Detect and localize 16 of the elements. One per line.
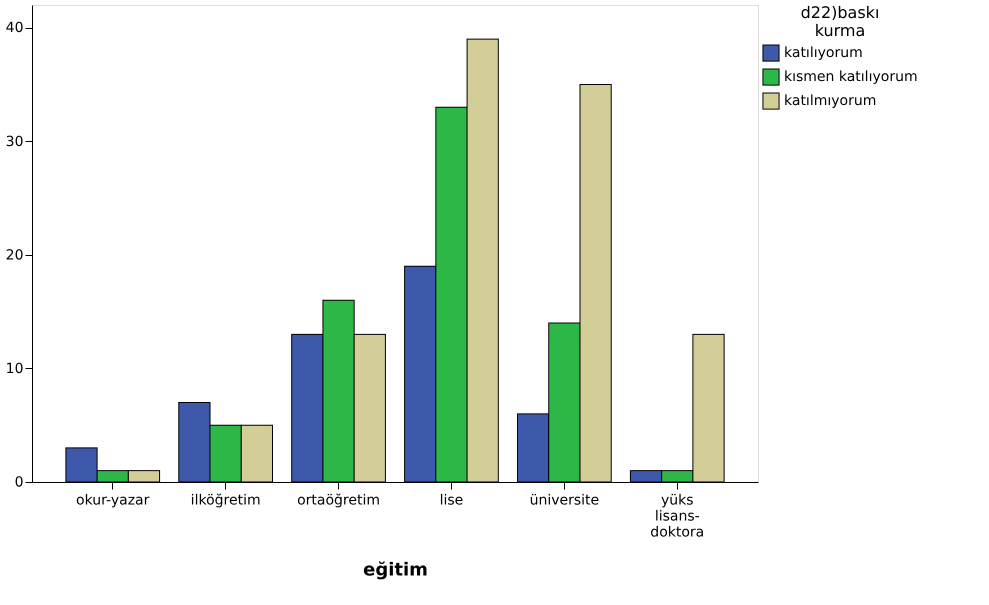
y-tick-label: 0 bbox=[14, 474, 24, 490]
x-tick-label: ilköğretim bbox=[190, 492, 261, 508]
x-tick-label: ortaöğretim bbox=[297, 492, 380, 508]
legend-label: katılmıyorum bbox=[784, 93, 876, 109]
x-axis-title: eğitim bbox=[363, 560, 428, 580]
x-tick-label: üniversite bbox=[530, 492, 600, 508]
legend-label: katılıyorum bbox=[784, 45, 863, 61]
legend-label: kısmen katılıyorum bbox=[784, 69, 918, 85]
y-tick-label: 30 bbox=[6, 134, 24, 150]
legend-title: d22)baskı kurma bbox=[800, 3, 880, 40]
x-tick-label: lise bbox=[440, 492, 464, 508]
x-tick-label: okur-yazar bbox=[76, 492, 150, 508]
y-tick-label: 20 bbox=[6, 247, 24, 264]
y-tick-label: 40 bbox=[6, 20, 24, 36]
x-tick-label: yüks lisans-doktora bbox=[650, 492, 704, 540]
y-tick-label: 10 bbox=[6, 360, 24, 377]
